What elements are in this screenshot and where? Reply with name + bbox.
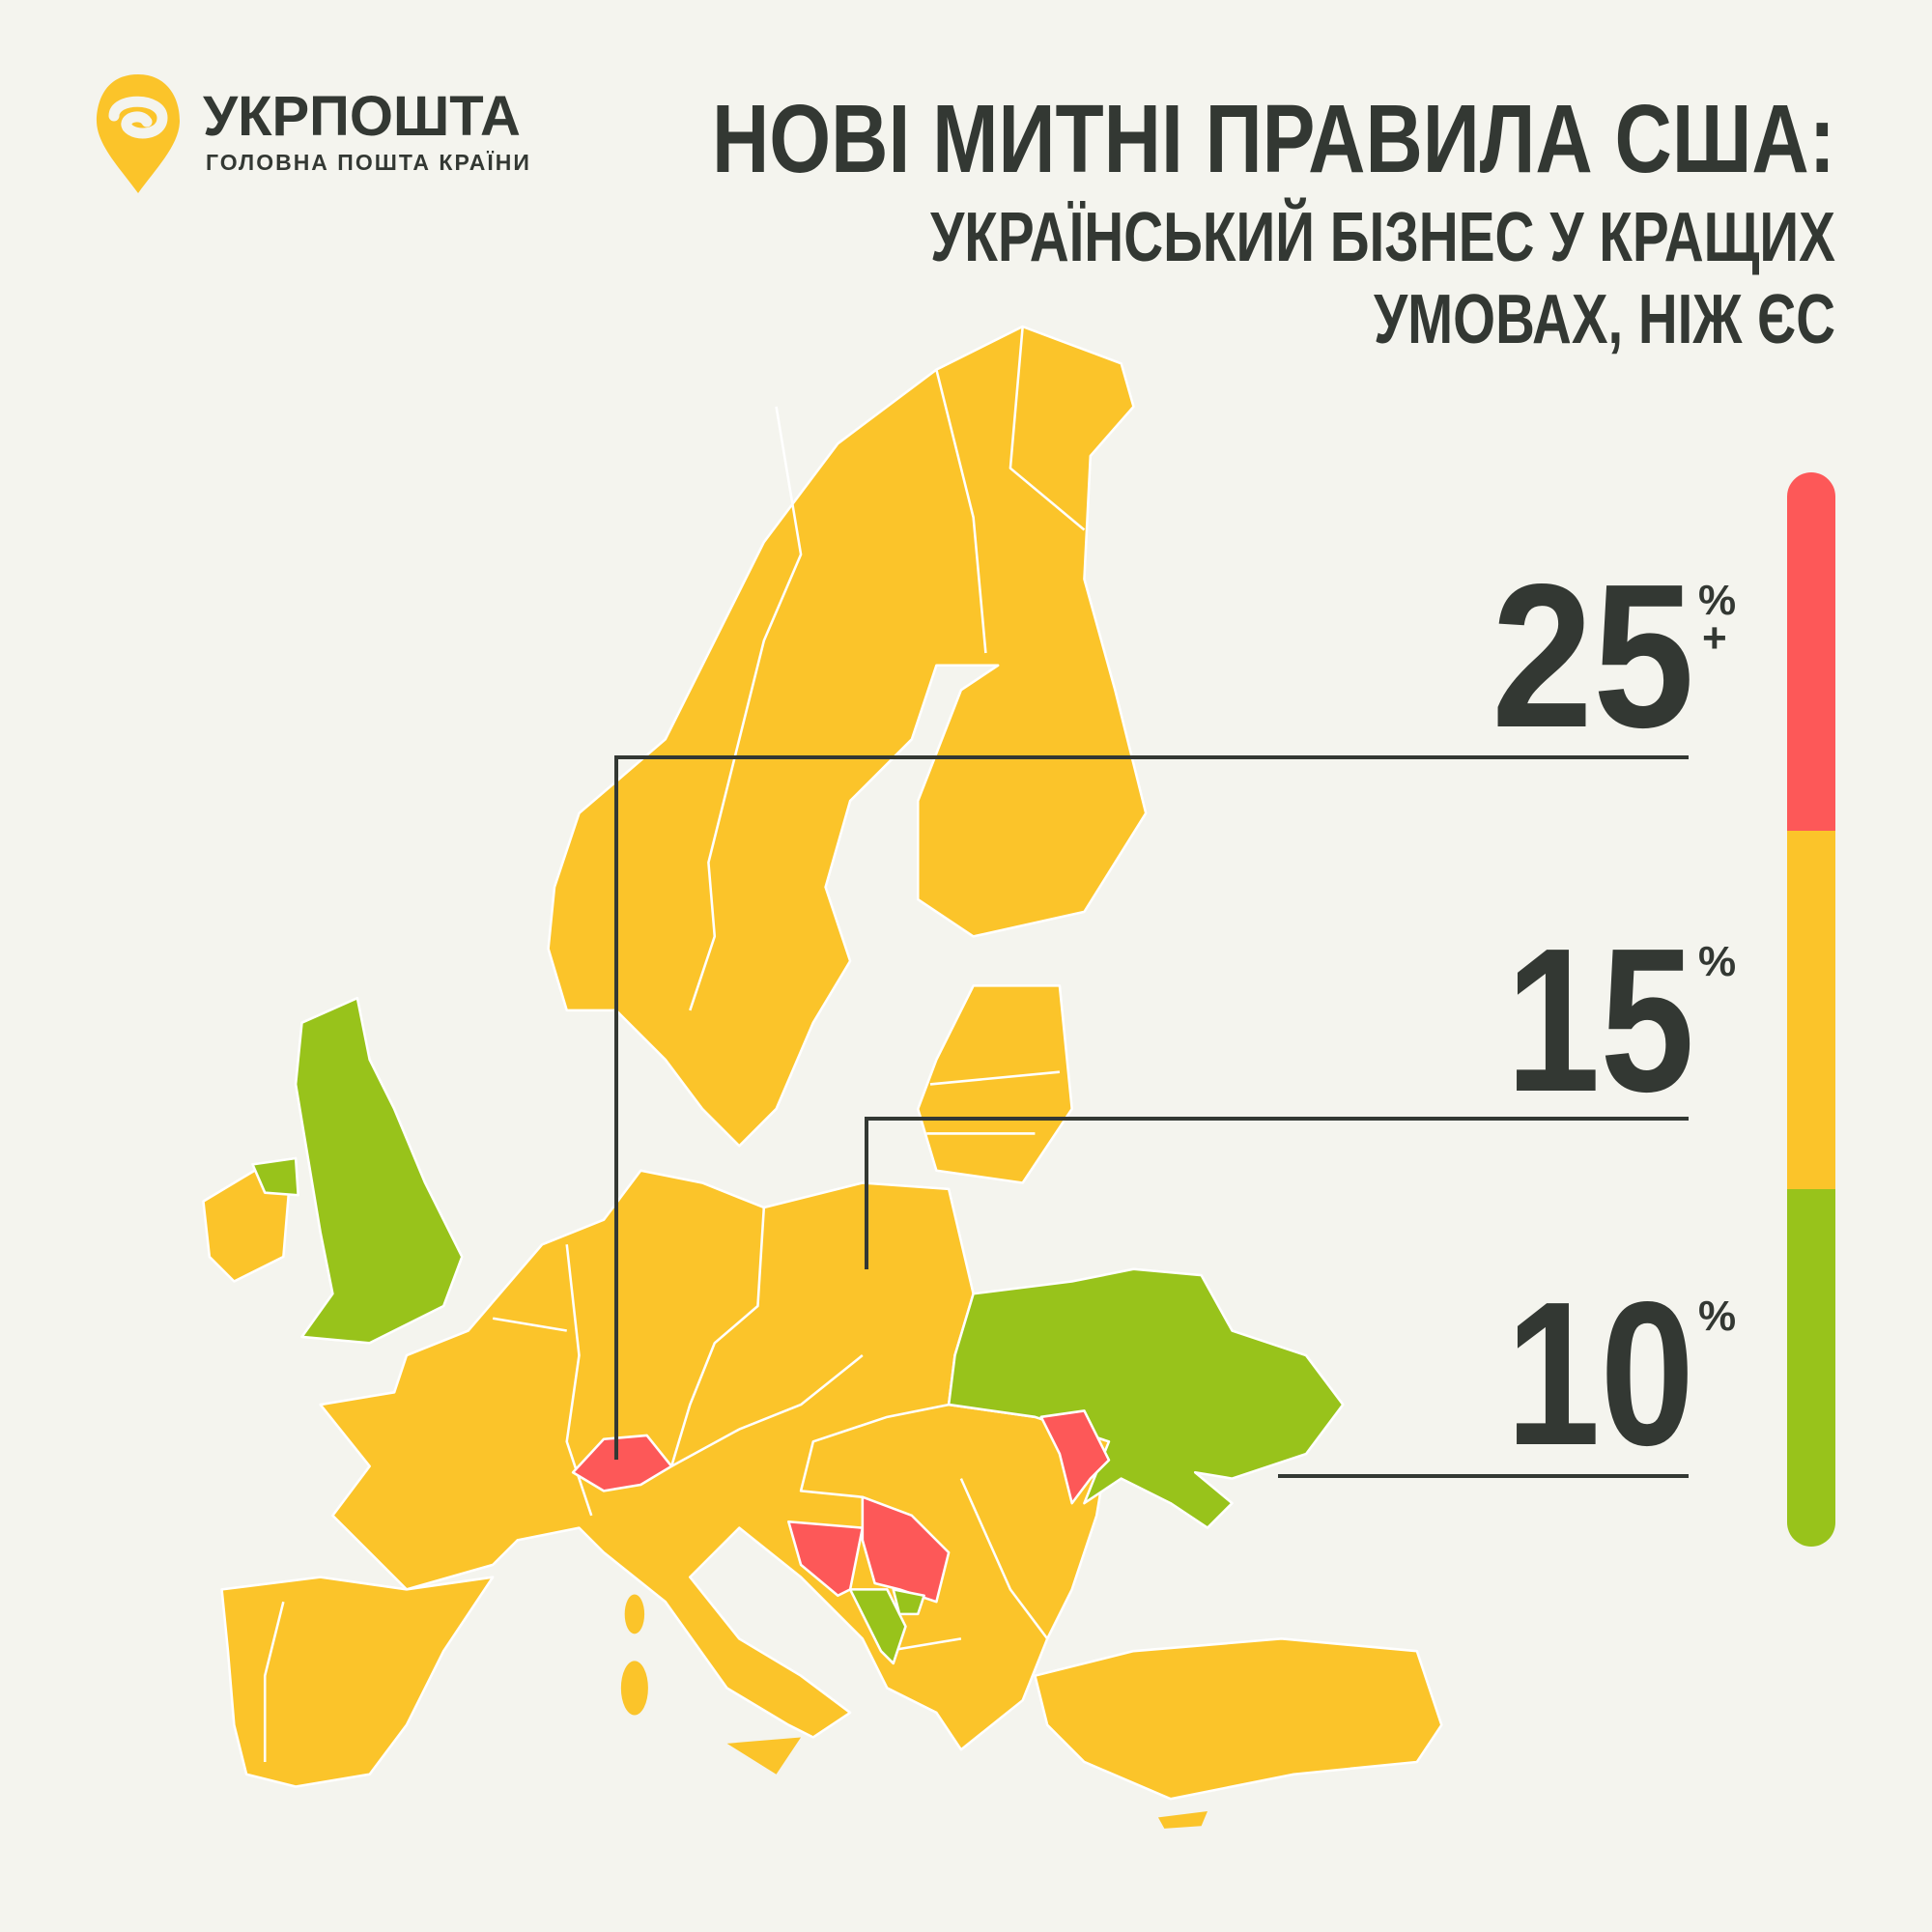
- border: [263, 1601, 285, 1762]
- bosnia: [787, 1520, 865, 1598]
- logo-mark: [108, 96, 168, 139]
- rate-extra: +: [1702, 614, 1727, 662]
- rate-value: 25: [1492, 541, 1694, 770]
- border: [689, 326, 1086, 1011]
- rate-unit: %: [1698, 938, 1736, 985]
- logo-name: УКРПОШТА: [203, 85, 521, 148]
- rate-unit: %: [1698, 577, 1736, 624]
- subtitle-line: УМОВАХ, НІЖ ЄС: [1374, 281, 1835, 358]
- united-kingdom: [294, 996, 464, 1345]
- rate-value: 15: [1506, 905, 1694, 1134]
- legend-bar-yellow: [1787, 831, 1835, 1189]
- kosovo: [892, 1588, 925, 1616]
- rate-value: 10: [1506, 1259, 1694, 1488]
- border: [926, 1070, 1061, 1135]
- iberia: [220, 1576, 495, 1788]
- switzerland: [571, 1434, 673, 1492]
- sicily: [726, 1737, 802, 1775]
- title: НОВІ МИТНІ ПРАВИЛА США:: [712, 85, 1835, 193]
- turkey: [1034, 1637, 1443, 1801]
- corsica: [624, 1594, 645, 1634]
- moldova: [1039, 1409, 1111, 1505]
- logo-tagline: ГОЛОВНА ПОШТА КРАЇНИ: [206, 150, 531, 175]
- legend-bar-red: [1787, 472, 1835, 831]
- leader-line: [865, 1117, 1689, 1269]
- border: [492, 1207, 1049, 1653]
- montenegro-albania: [848, 1588, 907, 1665]
- sardinia: [620, 1661, 648, 1716]
- crete: [1157, 1810, 1208, 1829]
- leader-line: [614, 755, 1689, 1460]
- logo: УКРПОШТА ГОЛОВНА ПОШТА КРАЇНИ: [97, 74, 531, 193]
- legend-bar-green: [1787, 1189, 1835, 1547]
- rate-unit: %: [1698, 1293, 1736, 1340]
- europe-map: [202, 325, 1443, 1829]
- subtitle-line: УКРАЇНСЬКИЙ БІЗНЕС У КРАЩИХ: [930, 197, 1835, 276]
- legend-bar: [1787, 472, 1835, 1547]
- scandinavia: [547, 325, 1148, 1148]
- northern-ireland: [251, 1156, 299, 1197]
